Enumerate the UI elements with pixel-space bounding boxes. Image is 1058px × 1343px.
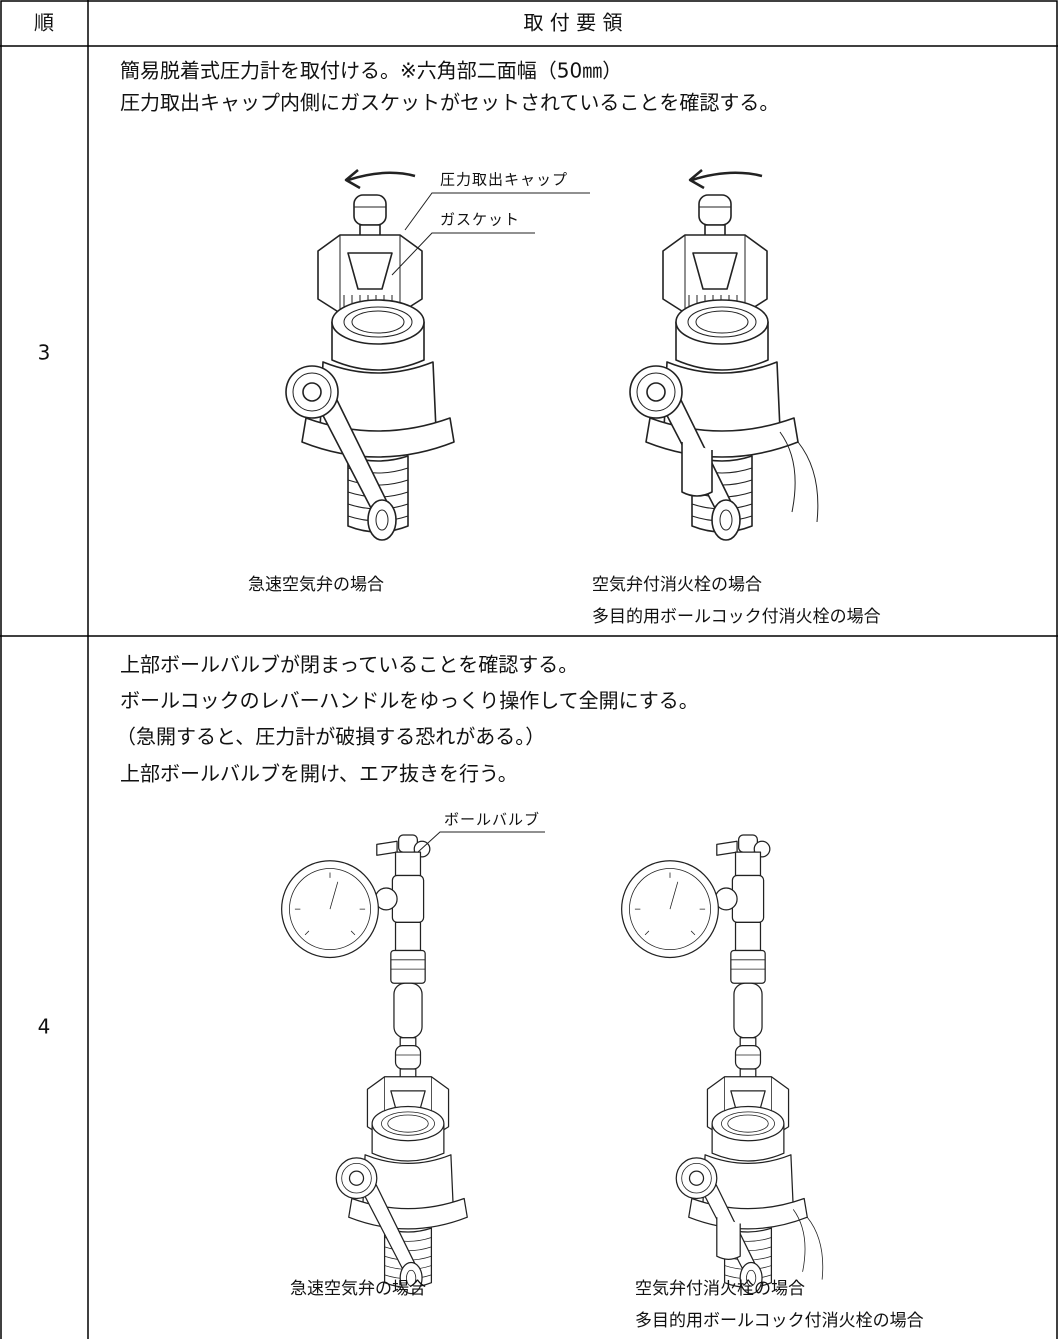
- line-art: [629, 299, 799, 541]
- line-art: [622, 835, 808, 1294]
- line-art: [417, 831, 545, 853]
- instruction: 上部ボールバルブが閉まっていることを確認する。: [120, 653, 578, 677]
- line-art: [285, 299, 455, 541]
- instruction: 上部ボールバルブを開け、エア抜きを行う。: [120, 762, 518, 786]
- instruction: （急開すると、圧力計が破損する恐れがある。）: [116, 725, 545, 749]
- instruction: 簡易脱着式圧力計を取付ける。※六角部二面幅（50㎜）: [120, 59, 622, 83]
- line-art: [688, 169, 763, 190]
- line-art: [285, 299, 455, 541]
- header-cell: 順: [34, 11, 54, 35]
- callout: ボールバルブ: [444, 811, 540, 829]
- instruction: ボールコックのレバーハンドルをゆっくり操作して全開にする。: [120, 689, 699, 713]
- line-art: [344, 169, 416, 190]
- caption: 多目的用ボールコック付消火栓の場合: [635, 1311, 924, 1331]
- line-art: [282, 835, 468, 1294]
- caption: 急速空気弁の場合: [290, 1279, 426, 1299]
- line-art: [282, 835, 468, 1294]
- step-number: 3: [38, 341, 51, 365]
- line-art: [629, 299, 819, 541]
- callout: ガスケット: [440, 211, 520, 229]
- line-art: [391, 192, 590, 276]
- illustration: [282, 831, 824, 1294]
- step-number: 4: [38, 1015, 51, 1039]
- caption: 空気弁付消火栓の場合: [635, 1279, 805, 1299]
- line-art: [662, 194, 768, 314]
- line-art: [317, 194, 423, 314]
- instruction: 圧力取出キャップ内側にガスケットがセットされていることを確認する。: [120, 91, 779, 115]
- caption: 急速空気弁の場合: [248, 575, 384, 595]
- illustration: [285, 169, 819, 541]
- caption: 多目的用ボールコック付消火栓の場合: [592, 607, 881, 627]
- callout: 圧力取出キャップ: [440, 171, 568, 189]
- line-art: [622, 835, 824, 1294]
- line-art: [317, 194, 423, 314]
- caption: 空気弁付消火栓の場合: [592, 575, 762, 595]
- header-cell: 取 付 要 領: [523, 11, 622, 35]
- line-art: [662, 194, 768, 314]
